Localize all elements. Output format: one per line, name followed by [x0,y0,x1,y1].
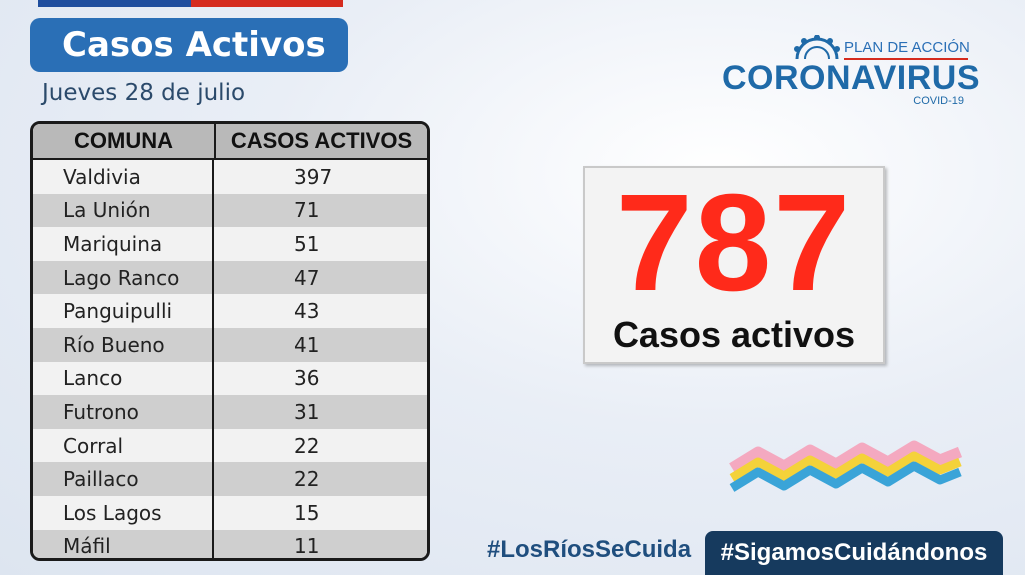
cell-casos: 15 [294,500,320,525]
plan-underline [844,58,968,60]
table-row: La Unión 71 [33,193,427,228]
cell-comuna: Corral [33,428,214,463]
table-row: Valdivia 397 [33,160,427,194]
page-title: Casos Activos [30,18,348,72]
cell-casos: 41 [294,332,320,357]
total-active-cases-card: 787 Casos activos [583,166,885,364]
hashtag-sigamos: #SigamosCuidándonos [705,531,1003,575]
cases-table: COMUNA CASOS ACTIVOS Valdivia 397 La Unió… [30,121,430,561]
virus-icon [794,35,840,60]
table-row: Río Bueno 41 [33,327,427,362]
table-row: Los Lagos 15 [33,495,427,530]
plan-label: PLAN DE ACCIÓN [844,39,970,56]
cell-comuna: Futrono [33,395,214,429]
cell-comuna: La Unión [33,193,214,228]
cell-comuna: Máfil [33,529,214,558]
table-header: COMUNA CASOS ACTIVOS [33,124,427,160]
cell-casos: 22 [294,433,320,458]
total-active-cases-label: Casos activos [612,314,856,355]
cell-casos: 36 [294,366,320,391]
column-header-comuna: COMUNA [33,124,216,158]
cell-comuna: Los Lagos [33,495,214,530]
table-row: Mariquina 51 [33,227,427,261]
table-row: Panguipulli 43 [33,294,427,328]
table-row: Corral 22 [33,428,427,463]
table-row: Lago Ranco 47 [33,260,427,295]
table-row: Paillaco 22 [33,462,427,496]
table-row: Lanco 36 [33,361,427,396]
cell-casos: 31 [294,399,320,424]
report-date: Jueves 28 de julio [42,80,246,106]
table-row: Máfil 11 [33,529,427,559]
cell-comuna: Paillaco [33,462,214,496]
covid-label: COVID-19 [913,95,964,107]
flag-blue-segment [38,0,191,7]
cell-casos: 11 [294,534,320,559]
total-active-cases-number: 787 [615,166,853,320]
column-header-casos: CASOS ACTIVOS [230,128,413,153]
cell-comuna: Panguipulli [33,294,214,328]
regional-wave-graphic [729,440,963,492]
flag-stripe [38,0,343,7]
cell-casos: 71 [294,198,320,223]
cell-comuna: Valdivia [33,160,214,194]
cell-comuna: Lanco [33,361,214,396]
cell-casos: 397 [294,164,333,189]
flag-red-segment [190,0,343,7]
cell-casos: 51 [294,231,320,256]
cell-comuna: Mariquina [33,227,214,261]
cell-comuna: Río Bueno [33,327,214,362]
cell-casos: 22 [294,467,320,492]
cell-comuna: Lago Ranco [33,260,214,295]
coronavirus-wordmark: CORONAVIRUS [722,59,980,97]
hashtag-los-rios: #LosRíosSeCuida [487,536,692,563]
cell-casos: 47 [294,265,320,290]
cell-casos: 43 [294,299,320,324]
plan-coronavirus-logo: PLAN DE ACCIÓN CORONAVIRUS COVID-19 [722,33,980,113]
table-row: Futrono 31 [33,395,427,429]
